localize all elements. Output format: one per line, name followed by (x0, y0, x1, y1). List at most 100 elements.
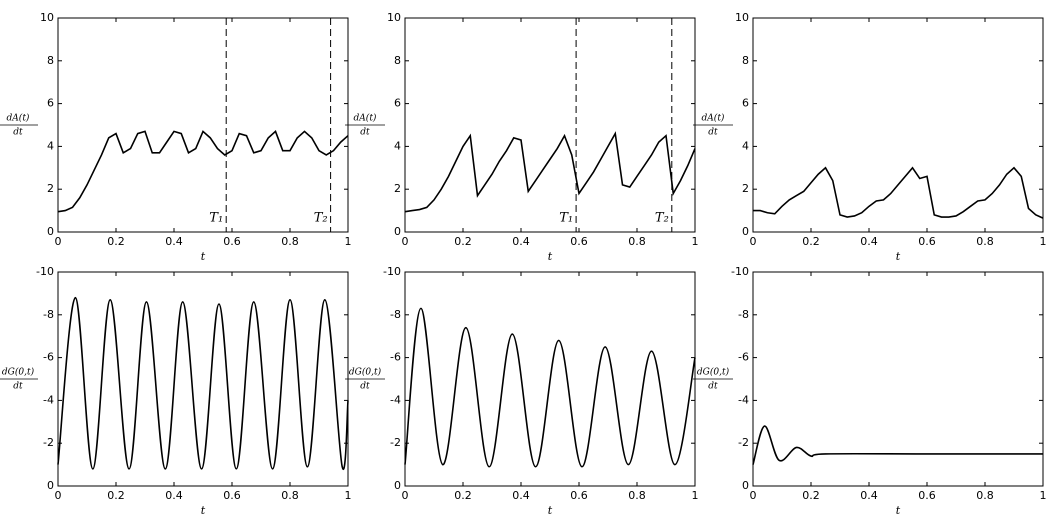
x-axis-label: t (201, 504, 206, 517)
plot-frame (57, 17, 349, 233)
y-tick-label: -2 (43, 436, 54, 449)
x-tick-label: 1 (692, 489, 699, 502)
x-tick-label: 0.4 (860, 235, 878, 248)
y-tick-label: 0 (394, 479, 401, 492)
x-tick-label: 1 (345, 489, 352, 502)
x-tick-label: 0 (55, 489, 62, 502)
plot-frame (752, 17, 1044, 233)
x-axis-label: t (548, 250, 553, 263)
y-tick-label: 2 (742, 182, 749, 195)
x-tick-label: 0 (750, 235, 757, 248)
y-tick-label: 2 (394, 182, 401, 195)
y-tick-label: 10 (40, 11, 54, 24)
x-axis-label: t (896, 250, 901, 263)
x-tick-label: 0.6 (570, 489, 588, 502)
x-tick-label: 0.6 (570, 235, 588, 248)
y-tick-label: 8 (742, 54, 749, 67)
y-axis-label-numerator: dA(t) (354, 113, 377, 124)
y-tick-label: -4 (390, 393, 401, 406)
y-tick-label: -8 (43, 308, 54, 321)
y-axis-label-denominator: dt (360, 128, 370, 138)
x-tick-label: 0.8 (281, 489, 299, 502)
y-tick-label: -10 (383, 265, 401, 278)
x-tick-label: 0.2 (454, 489, 472, 502)
y-axis-label-denominator: dt (708, 382, 718, 392)
x-tick-label: 0.8 (976, 489, 994, 502)
x-tick-label: 0.6 (918, 235, 936, 248)
y-tick-label: 0 (47, 225, 54, 238)
x-tick-label: 0.6 (223, 489, 241, 502)
y-tick-label: -4 (43, 393, 54, 406)
x-axis-label: t (201, 250, 206, 263)
plot-frame (57, 271, 349, 487)
y-tick-label: -6 (43, 351, 54, 364)
x-tick-label: 0 (402, 489, 409, 502)
marker-label: T₂ (655, 211, 669, 226)
x-tick-label: 1 (1040, 235, 1047, 248)
data-line (404, 131, 696, 213)
x-tick-label: 0.4 (165, 235, 183, 248)
y-axis-label-denominator: dt (13, 382, 23, 392)
y-axis-label-denominator: dt (708, 128, 718, 138)
y-axis-label-numerator: dA(t) (7, 113, 30, 124)
x-tick-label: 0.4 (512, 489, 530, 502)
x-tick-label: 0.8 (628, 489, 646, 502)
x-tick-label: 0.6 (918, 489, 936, 502)
x-tick-label: 0.2 (802, 489, 820, 502)
x-tick-label: 1 (1040, 489, 1047, 502)
y-tick-label: -8 (390, 308, 401, 321)
x-tick-label: 0.8 (628, 235, 646, 248)
plot-frame (752, 271, 1044, 487)
y-tick-label: 4 (47, 139, 54, 152)
y-tick-label: 6 (394, 97, 401, 110)
y-tick-label: -6 (390, 351, 401, 364)
y-tick-label: -2 (390, 436, 401, 449)
y-axis-label-denominator: dt (13, 128, 23, 138)
data-line (752, 425, 1043, 465)
y-axis-label-numerator: dG(0,t) (349, 367, 382, 378)
marker-label: T₂ (314, 211, 328, 226)
y-axis-label-numerator: dA(t) (702, 113, 725, 124)
x-tick-label: 0.2 (107, 235, 125, 248)
y-tick-label: 0 (47, 479, 54, 492)
y-tick-label: 0 (394, 225, 401, 238)
x-tick-label: 1 (692, 235, 699, 248)
y-tick-label: 8 (47, 54, 54, 67)
y-tick-label: 8 (394, 54, 401, 67)
x-axis-label: t (896, 504, 901, 517)
y-tick-label: -8 (738, 308, 749, 321)
x-tick-label: 0 (55, 235, 62, 248)
y-tick-label: 10 (735, 11, 749, 24)
data-line (57, 296, 349, 471)
x-tick-label: 0.8 (281, 235, 299, 248)
y-tick-label: -6 (738, 351, 749, 364)
y-tick-label: 4 (394, 139, 401, 152)
y-tick-label: 0 (742, 225, 749, 238)
y-tick-label: -2 (738, 436, 749, 449)
x-tick-label: 0.4 (860, 489, 878, 502)
y-tick-label: 4 (742, 139, 749, 152)
marker-label: T₁ (559, 211, 573, 226)
y-tick-label: -10 (36, 265, 54, 278)
x-tick-label: 0.2 (454, 235, 472, 248)
x-tick-label: 0.2 (107, 489, 125, 502)
y-tick-label: 0 (742, 479, 749, 492)
x-tick-label: 0 (402, 235, 409, 248)
y-tick-label: 6 (742, 97, 749, 110)
data-line (404, 307, 696, 468)
x-tick-label: 0 (750, 489, 757, 502)
x-tick-label: 0.2 (802, 235, 820, 248)
x-axis-label: t (548, 504, 553, 517)
data-line (57, 130, 349, 213)
x-tick-label: 0.4 (512, 235, 530, 248)
y-tick-label: 6 (47, 97, 54, 110)
x-tick-label: 0.6 (223, 235, 241, 248)
data-line (753, 166, 1044, 219)
plot-frame (404, 17, 696, 233)
y-axis-label-numerator: dG(0,t) (2, 367, 35, 378)
x-tick-label: 1 (345, 235, 352, 248)
x-tick-label: 0.4 (165, 489, 183, 502)
x-tick-label: 0.8 (976, 235, 994, 248)
